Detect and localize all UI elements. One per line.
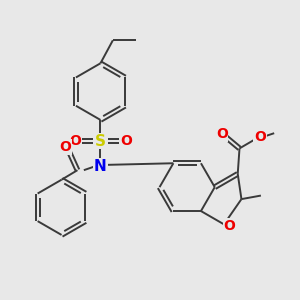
- Text: O: O: [69, 134, 81, 148]
- Text: O: O: [254, 130, 266, 144]
- Text: O: O: [120, 134, 132, 148]
- Text: N: N: [94, 159, 107, 174]
- Text: O: O: [223, 219, 235, 233]
- Text: O: O: [216, 127, 228, 141]
- Text: O: O: [59, 140, 71, 154]
- Text: S: S: [95, 134, 106, 149]
